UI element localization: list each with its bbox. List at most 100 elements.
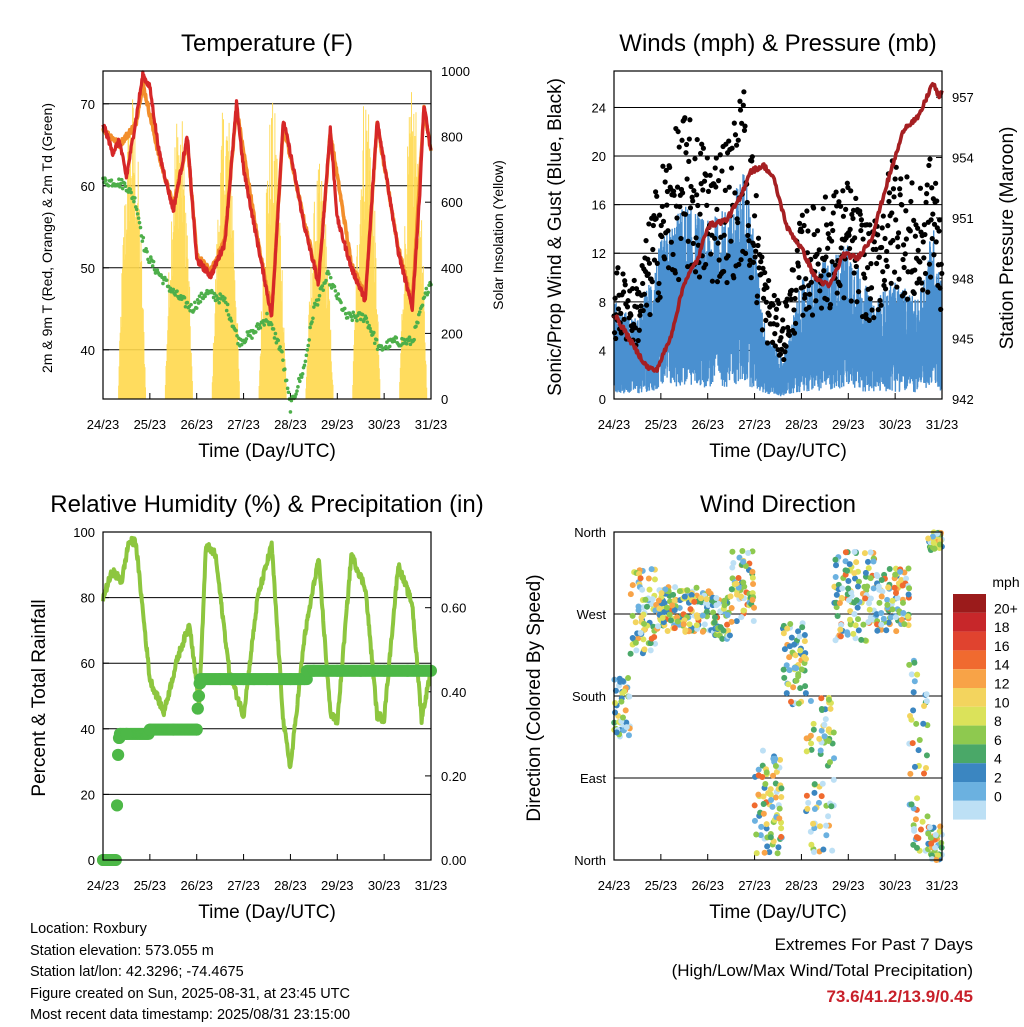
- gust-point: [783, 343, 789, 349]
- dewpoint-point: [351, 310, 356, 315]
- y-axis-label: Sonic/Prop Wind & Gust (Blue, Black): [545, 78, 566, 396]
- wind-direction-point: [727, 593, 734, 600]
- gust-point: [760, 295, 767, 301]
- wind-direction-point: [810, 726, 817, 733]
- gust-point: [658, 222, 664, 229]
- wind-direction-point: [804, 805, 811, 812]
- wind-direction-point: [931, 545, 938, 552]
- wind-direction-point: [923, 698, 930, 705]
- wind-direction-point: [767, 834, 774, 841]
- elevation-text: Station elevation: 573.055 m: [30, 942, 214, 959]
- dewpoint-point: [379, 344, 384, 348]
- precip-point: [401, 664, 414, 677]
- gust-point: [829, 259, 835, 265]
- dewpoint-point: [407, 335, 412, 340]
- gust-point: [656, 280, 662, 287]
- wind-direction-point: [623, 724, 630, 731]
- gust-point: [664, 202, 670, 208]
- gust-point: [931, 221, 938, 227]
- dewpoint-point: [312, 305, 316, 309]
- wind-direction-point: [755, 772, 762, 779]
- pressure-line: [612, 82, 944, 373]
- dewpoint-point: [299, 375, 304, 379]
- y-tick-label: 50: [81, 261, 95, 276]
- dewpoint-point: [211, 295, 216, 300]
- extremes-subtitle: (High/Low/Max Wind/Total Precipitation): [671, 961, 973, 980]
- gust-point: [815, 261, 821, 267]
- gust-point: [799, 228, 805, 235]
- gust-point: [764, 340, 771, 346]
- wind-direction-point: [855, 578, 862, 585]
- dewpoint-point: [129, 190, 133, 195]
- gust-point: [675, 128, 681, 135]
- gust-point: [921, 222, 927, 228]
- gust-point: [703, 261, 709, 268]
- dewpoint-point: [321, 288, 326, 292]
- wind-direction-point: [621, 688, 628, 695]
- wind-direction-point: [805, 799, 812, 806]
- gust-point: [653, 189, 659, 195]
- y-tick-label: 60: [81, 656, 95, 671]
- gust-point: [726, 138, 732, 144]
- gust-point: [902, 290, 908, 296]
- wind-direction-point: [923, 691, 930, 698]
- wind-direction-point: [808, 740, 815, 747]
- gust-point: [880, 269, 886, 275]
- wind-direction-point: [637, 630, 644, 637]
- gust-point: [677, 204, 683, 210]
- wind-direction-point: [846, 561, 853, 568]
- wind-direction-point: [867, 575, 874, 582]
- wind-direction-point: [894, 595, 901, 602]
- gust-point: [800, 284, 807, 290]
- gust-point: [784, 296, 790, 302]
- wind-direction-point: [864, 558, 871, 565]
- colorbar-swatch: [953, 631, 986, 651]
- gust-point: [858, 227, 864, 234]
- gust-point: [660, 163, 666, 169]
- dewpoint-point: [316, 297, 321, 302]
- solar-insolation-spikes: [164, 121, 193, 399]
- chart-title: Winds (mph) & Pressure (mb): [619, 30, 936, 57]
- wind-direction-point: [780, 666, 787, 673]
- x-tick-label: 25/23: [645, 878, 678, 893]
- x-axis-label: Time (Day/UTC): [709, 441, 847, 462]
- wind-direction-point: [738, 593, 745, 600]
- dewpoint-point: [286, 390, 291, 395]
- dewpoint-point: [295, 389, 299, 393]
- precip-point: [191, 702, 204, 715]
- dewpoint-point: [298, 379, 302, 384]
- wind-direction-point: [774, 850, 781, 857]
- wind-direction-point: [622, 707, 629, 714]
- gust-point: [685, 238, 691, 244]
- y-right-tick-label: 954: [952, 151, 974, 166]
- gust-point: [921, 255, 927, 261]
- wind-direction-point: [760, 800, 767, 807]
- x-tick-label: 31/23: [926, 417, 959, 432]
- gust-point: [654, 193, 660, 199]
- wind-direction-point: [915, 835, 922, 842]
- wind-direction-point: [793, 677, 800, 684]
- dewpoint-point: [360, 312, 365, 317]
- plot-frame: [102, 531, 432, 861]
- gust-point: [644, 302, 650, 308]
- dewpoint-point: [137, 220, 142, 225]
- wind-direction-point: [853, 559, 860, 566]
- gust-point: [653, 216, 659, 222]
- wind-direction-point: [839, 585, 846, 592]
- dewpoint-point: [320, 284, 325, 288]
- gust-point: [924, 182, 930, 188]
- gust-point: [866, 317, 872, 323]
- x-tick-label: 29/23: [321, 878, 354, 893]
- wind-direction-point: [807, 732, 814, 739]
- y-right-axis-label: Station Pressure (Maroon): [997, 127, 1018, 350]
- wind-direction-point: [855, 627, 862, 634]
- gust-point: [796, 274, 802, 281]
- gust-point: [741, 89, 747, 95]
- gust-point: [615, 306, 622, 312]
- gust-point: [632, 325, 638, 331]
- wind-direction-point: [788, 634, 795, 641]
- x-tick-label: 26/23: [180, 878, 213, 893]
- wind-direction-point: [913, 720, 920, 727]
- dewpoint-point: [118, 185, 122, 189]
- gust-point: [846, 245, 853, 252]
